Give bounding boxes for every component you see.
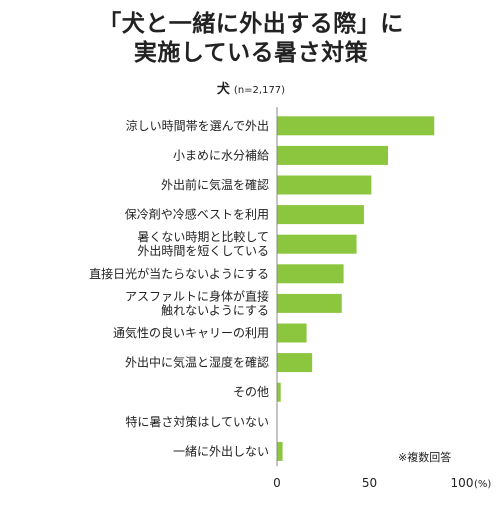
subtitle-sample-size: (n=2,177) xyxy=(233,85,286,96)
bar xyxy=(277,353,313,373)
bar xyxy=(277,293,342,313)
category-label: 外出前に気温を確認 xyxy=(161,177,269,192)
bar xyxy=(277,264,344,284)
category-label: 暑くない時期と比較して xyxy=(137,229,269,244)
x-axis-unit: (%) xyxy=(474,479,491,490)
category-label: 外出中に気温と湿度を確認 xyxy=(125,355,269,370)
category-label: 直接日光が当たらないようにする xyxy=(89,266,269,281)
bar xyxy=(277,205,364,225)
bar xyxy=(277,382,281,402)
category-label: 保冷剤や冷感ベストを利用 xyxy=(125,207,269,222)
bar xyxy=(277,234,357,254)
bar xyxy=(277,116,435,136)
x-tick-label: 100 xyxy=(451,476,474,490)
x-tick-label: 0 xyxy=(273,476,281,490)
subtitle-group: 犬 xyxy=(216,82,230,97)
category-label: アスファルトに身体が直接 xyxy=(125,288,269,303)
category-label: 通気性の良いキャリーの利用 xyxy=(113,325,269,340)
multiple-answer-note: ※複数回答 xyxy=(398,451,452,464)
category-label: 一緒に外出しない xyxy=(173,443,269,458)
bar xyxy=(277,323,307,343)
category-label: 特に暑さ対策はしていない xyxy=(125,414,269,429)
category-label: 触れないようにする xyxy=(161,303,269,317)
category-label: 涼しい時間帯を選んで外出 xyxy=(126,118,269,133)
chart-title-line-1: 「犬と一緒に外出する際」に xyxy=(98,11,404,37)
category-label: 外出時間を短くしている xyxy=(137,244,269,258)
bar xyxy=(277,145,388,165)
chart-title-line-2: 実施している暑さ対策 xyxy=(133,40,369,66)
category-label: 小まめに水分補給 xyxy=(173,148,269,162)
category-label: その他 xyxy=(233,385,269,399)
x-tick-label: 50 xyxy=(362,476,377,490)
chart-subtitle: 犬 (n=2,177) xyxy=(0,78,502,97)
bar xyxy=(277,441,283,461)
bar xyxy=(277,175,372,195)
